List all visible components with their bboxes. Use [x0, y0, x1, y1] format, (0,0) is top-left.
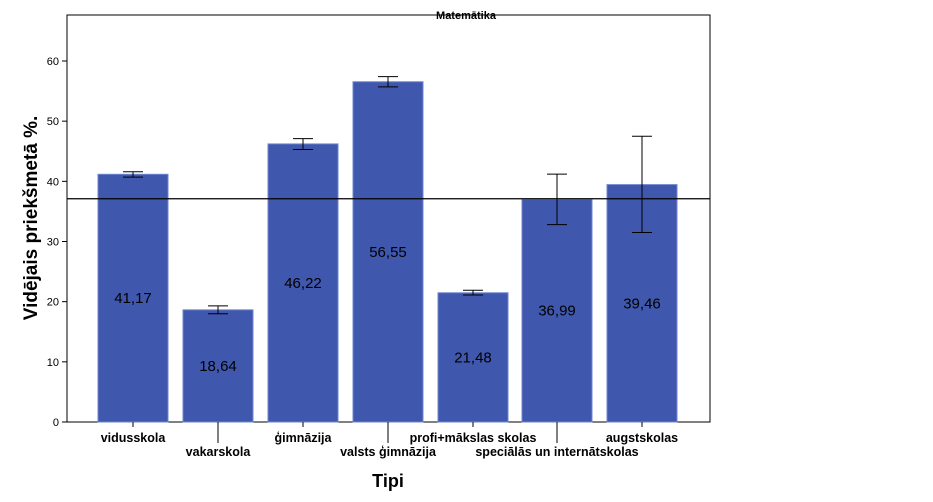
y-tick-label: 0 — [53, 417, 59, 429]
y-tick-label: 60 — [47, 56, 59, 68]
y-axis-label: Vidējais priekšmetā %. — [21, 116, 42, 321]
data-label: 18,64 — [199, 358, 237, 375]
x-tick-label: valsts ģimnāzija — [340, 445, 437, 459]
y-tick-label: 50 — [47, 116, 59, 128]
data-label: 36,99 — [538, 303, 576, 320]
x-tick-label: vakarskola — [186, 445, 252, 459]
error-bars — [123, 76, 652, 315]
x-tick-label: ģimnāzija — [275, 431, 333, 445]
x-axis-label: Tipi — [372, 471, 404, 491]
chart-title: Matemātika — [436, 10, 497, 22]
bar — [521, 198, 593, 423]
x-tick-label: vidusskola — [101, 431, 167, 445]
bar — [352, 81, 424, 423]
data-label: 21,48 — [454, 349, 492, 366]
data-label: 56,55 — [369, 244, 407, 261]
data-label: 39,46 — [623, 295, 661, 312]
x-tick-label: augstskolas — [606, 431, 678, 445]
bar — [437, 292, 509, 423]
y-tick-label: 10 — [47, 357, 59, 369]
y-axis: 0 10 20 30 40 50 60 — [47, 56, 67, 429]
y-tick-label: 30 — [47, 237, 59, 249]
data-label: 46,22 — [284, 275, 322, 292]
x-axis: vidusskola vakarskola ģimnāzija valsts ģimn… — [101, 422, 678, 459]
bars — [97, 81, 678, 423]
y-tick-label: 40 — [47, 176, 59, 188]
x-tick-label: speciālās un internātskolas — [475, 445, 638, 459]
bar — [182, 309, 254, 423]
data-labels: 41,17 18,64 46,22 56,55 21,48 36,99 39,46 — [114, 244, 661, 375]
data-label: 41,17 — [114, 290, 152, 307]
x-tick-label: profi+mākslas skolas — [410, 431, 537, 445]
y-tick-label: 20 — [47, 297, 59, 309]
bar — [267, 143, 339, 423]
